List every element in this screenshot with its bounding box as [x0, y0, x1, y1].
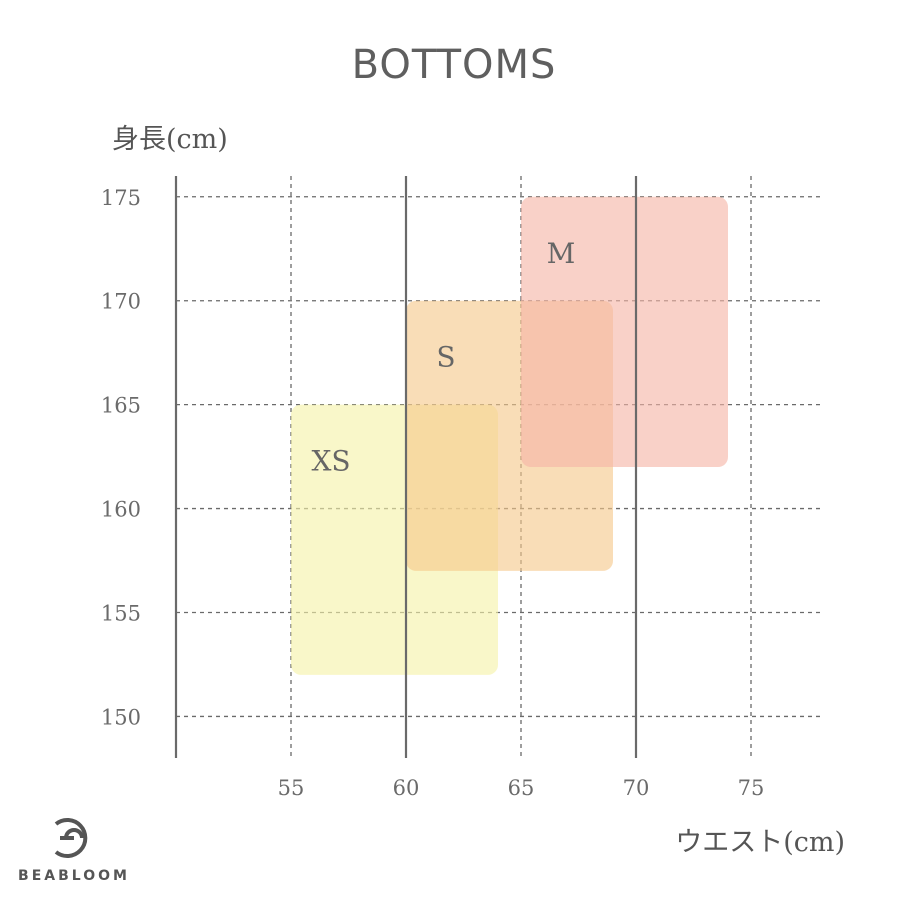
size-box-m: [521, 196, 728, 468]
x-tick-label: 75: [738, 776, 765, 800]
y-axis-label: 身長(cm): [112, 124, 228, 155]
size-boxes: [291, 196, 728, 675]
x-tick-label: 60: [393, 776, 420, 800]
x-axis-label: ウエスト(cm): [675, 827, 845, 858]
y-tick-label: 175: [101, 186, 141, 210]
y-tick-label: 165: [101, 394, 141, 418]
y-tick-label: 150: [101, 705, 141, 729]
size-box-label-xs: XS: [311, 445, 350, 478]
y-tick-label: 170: [101, 290, 141, 314]
y-tick-label: 160: [101, 498, 141, 522]
chart-title: BOTTOMS: [352, 42, 557, 88]
y-tick-label: 155: [101, 602, 141, 626]
brand-name: BEABLOOM: [18, 868, 130, 884]
size-box-labels: XS S M: [311, 237, 575, 478]
x-tick-labels: 55 60 65 70 75: [278, 776, 765, 800]
beabloom-logo-icon: [54, 818, 88, 858]
x-tick-label: 55: [278, 776, 305, 800]
y-tick-labels: 150 155 160 165 170 175: [101, 186, 141, 730]
size-box-label-s: S: [436, 341, 455, 374]
brand-logo: BEABLOOM: [14, 812, 134, 884]
size-box-label-m: M: [547, 237, 576, 270]
x-tick-label: 70: [623, 776, 650, 800]
x-tick-label: 65: [508, 776, 535, 800]
